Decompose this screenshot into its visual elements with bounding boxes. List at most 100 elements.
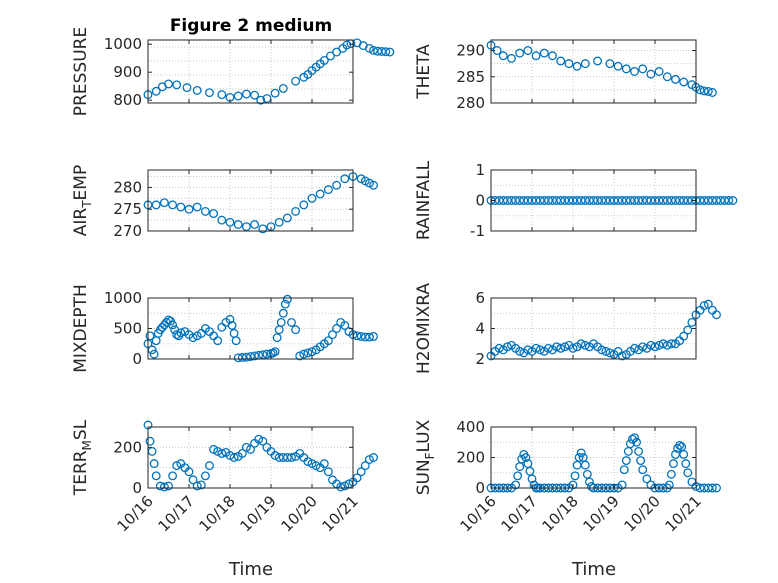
panel-6-marker bbox=[617, 351, 627, 361]
panel-8-marker bbox=[712, 483, 721, 493]
panel-5-marker bbox=[280, 299, 290, 309]
panel-1-marker bbox=[369, 45, 378, 55]
panel-1-marker bbox=[164, 79, 173, 89]
panel-7-marker bbox=[258, 436, 268, 446]
panel-5-marker bbox=[369, 331, 378, 341]
panel-3-marker bbox=[192, 202, 202, 212]
panel-7-marker bbox=[356, 467, 366, 477]
panel-8-marker bbox=[675, 440, 685, 450]
panel-7-marker bbox=[213, 446, 223, 456]
panel-7-marker bbox=[270, 451, 280, 460]
panel-6-marker bbox=[630, 343, 639, 353]
panel-7-marker bbox=[336, 482, 346, 492]
panel-6-marker bbox=[683, 325, 693, 335]
panel-8-marker bbox=[630, 433, 639, 443]
panel-5-marker bbox=[291, 325, 301, 335]
panel-3-marker bbox=[184, 204, 194, 214]
panel-7-axes-box bbox=[147, 426, 354, 489]
panel-5-marker bbox=[278, 308, 288, 318]
panel-5-marker bbox=[145, 331, 155, 341]
panel-5-marker bbox=[364, 332, 374, 342]
panel-2-marker bbox=[654, 67, 664, 76]
panel-3-axes bbox=[148, 170, 353, 231]
panel-1-marker bbox=[270, 88, 280, 98]
panel-5-marker bbox=[231, 336, 241, 346]
panel-1-marker bbox=[256, 95, 266, 105]
panel-8-marker bbox=[669, 459, 678, 469]
panel-7-marker bbox=[360, 461, 370, 471]
panel-5-marker bbox=[282, 294, 292, 304]
panel-5-marker bbox=[299, 349, 309, 359]
panel-3-marker bbox=[233, 220, 243, 229]
panel-8-marker bbox=[632, 437, 641, 447]
panel-7-marker bbox=[145, 436, 155, 446]
panel-2-marker bbox=[630, 67, 639, 76]
panel-5-marker bbox=[188, 333, 198, 343]
panel-5-marker bbox=[168, 320, 178, 330]
panel-7-marker bbox=[369, 453, 378, 462]
panel-5-marker bbox=[270, 347, 280, 357]
panel-3-marker bbox=[168, 200, 178, 210]
panel-8-marker bbox=[664, 480, 674, 490]
panel-7-marker bbox=[254, 434, 264, 444]
panel-7-marker bbox=[184, 467, 194, 477]
panel-6-marker bbox=[568, 343, 578, 353]
panel-5-marker bbox=[227, 321, 237, 330]
panel-3-marker bbox=[176, 202, 186, 212]
panel-1-marker bbox=[241, 89, 251, 99]
panel-5-marker bbox=[287, 317, 296, 327]
panel-3-marker bbox=[369, 180, 378, 190]
figure-title: Figure 2 medium bbox=[170, 16, 332, 36]
panel-5-marker bbox=[328, 330, 337, 340]
panel-5-marker bbox=[172, 330, 182, 340]
panel-5-marker bbox=[340, 321, 350, 330]
panel-8-marker bbox=[666, 469, 676, 479]
panel-4-marker bbox=[724, 196, 734, 205]
panel-5-marker bbox=[213, 336, 223, 346]
panel-2-marker bbox=[507, 53, 516, 63]
panel-6-ytick-label: 2 bbox=[475, 350, 485, 368]
panel-7-marker bbox=[159, 482, 169, 492]
panel-2-marker bbox=[638, 64, 648, 74]
panel-3-marker bbox=[299, 200, 309, 210]
panel-1-marker bbox=[192, 85, 202, 95]
panel-1-axes-box bbox=[147, 39, 354, 104]
panel-7-marker bbox=[319, 459, 329, 469]
panel-3-marker bbox=[159, 198, 169, 208]
panel-1-marker bbox=[262, 94, 272, 103]
panel-5-marker bbox=[241, 352, 251, 362]
panel-7-marker bbox=[151, 471, 161, 481]
panel-3-ytick-label: 280 bbox=[113, 178, 142, 196]
panel-2-marker bbox=[539, 48, 549, 58]
panel-6-ylabel: H2OMIXRA bbox=[414, 283, 434, 374]
panel-1-marker bbox=[172, 80, 182, 90]
panel-5-marker bbox=[250, 351, 260, 361]
panel-5-marker bbox=[262, 349, 272, 359]
panel-5-marker bbox=[149, 349, 159, 359]
panel-1-marker bbox=[278, 83, 288, 93]
panel-1-marker bbox=[326, 51, 335, 61]
panel-5-marker bbox=[323, 336, 333, 346]
panel-1-ytick-label: 1000 bbox=[104, 35, 142, 53]
panel-7-marker bbox=[241, 442, 251, 452]
panel-2-marker bbox=[662, 72, 672, 82]
panel-8-marker bbox=[580, 460, 590, 470]
panel-6-marker bbox=[523, 345, 533, 355]
panel-2-marker bbox=[572, 61, 582, 71]
panel-7-axes bbox=[148, 427, 353, 488]
panel-1-ytick-label: 900 bbox=[113, 63, 142, 81]
panel-8-marker bbox=[511, 480, 521, 490]
panel-8-marker bbox=[568, 480, 578, 490]
panel-2-marker bbox=[707, 88, 717, 97]
panel-5-marker bbox=[272, 333, 282, 343]
panel-1-marker bbox=[381, 47, 391, 57]
panel-5-marker bbox=[295, 351, 305, 361]
panel-2-marker bbox=[556, 56, 566, 66]
panel-6-marker bbox=[650, 342, 660, 352]
panel-6-marker bbox=[580, 340, 590, 350]
panel-1-marker bbox=[233, 91, 243, 101]
panel-8-marker bbox=[587, 482, 596, 491]
panel-7-marker bbox=[200, 471, 210, 481]
panel-5-ylabel: MIXDEPTH bbox=[71, 284, 91, 373]
